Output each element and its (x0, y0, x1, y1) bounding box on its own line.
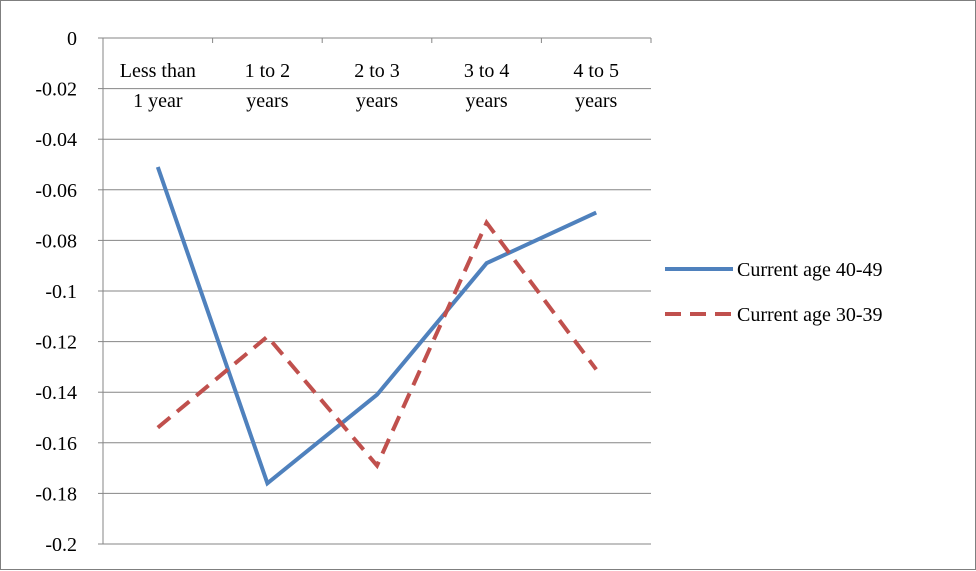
y-tick-label: -0.04 (35, 129, 77, 151)
category-label: years (356, 90, 398, 112)
legend-label: Current age 40-49 (737, 259, 883, 281)
category-label: Less than (120, 60, 196, 82)
y-tick-label: -0.16 (35, 433, 77, 455)
category-label: 3 to 4 (464, 60, 510, 82)
category-label: years (246, 90, 288, 112)
y-tick-labels: 0 -0.02 -0.04 -0.06 -0.08 -0.1 -0.12 -0.14 -0.16… (35, 28, 77, 556)
y-tick-label: -0.18 (35, 483, 77, 505)
y-tick-label: 0 (67, 28, 77, 50)
y-tick-label: -0.2 (45, 534, 77, 556)
y-tick-label: -0.14 (35, 382, 77, 404)
series-line-0 (155, 166, 598, 487)
category-label: years (575, 90, 617, 112)
y-tick-label: -0.06 (35, 180, 77, 202)
y-tick-label: -0.02 (35, 79, 77, 101)
category-label: years (465, 90, 507, 112)
y-tick-label: -0.1 (45, 281, 77, 303)
axes (98, 37, 652, 545)
category-labels: Less than 1 year 1 to 2 years 2 to 3 years 3 t… (120, 60, 619, 112)
series-line-1 (156, 218, 598, 470)
legend-label: Current age 30-39 (737, 304, 883, 326)
series-lines (155, 166, 598, 487)
category-label: 2 to 3 (354, 60, 400, 82)
gridlines (103, 88, 651, 545)
category-label: 1 year (133, 90, 183, 112)
y-tick-label: -0.12 (35, 332, 77, 354)
y-tick-label: -0.08 (35, 230, 77, 252)
category-label: 4 to 5 (573, 60, 619, 82)
category-label: 1 to 2 (245, 60, 291, 82)
legend: Current age 40-49 Current age 30-39 (665, 259, 883, 326)
